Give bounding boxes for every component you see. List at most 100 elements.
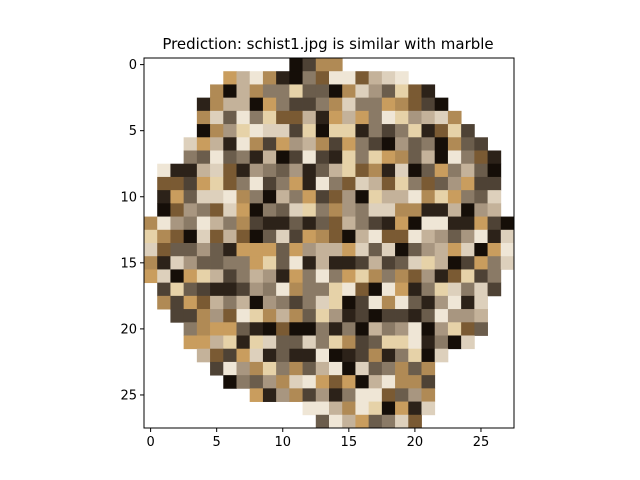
pixel-cell xyxy=(447,243,462,257)
pixel-cell xyxy=(329,309,343,323)
pixel-cell xyxy=(342,375,356,389)
pixel-cell xyxy=(249,84,264,99)
pixel-cell xyxy=(355,282,370,297)
pixel-cell xyxy=(421,124,436,138)
pixel-cell xyxy=(395,229,409,244)
pixel-cell xyxy=(474,137,488,151)
pixel-cell xyxy=(223,282,237,297)
pixel-cell xyxy=(236,176,251,191)
pixel-cell xyxy=(355,401,370,416)
pixel-cell xyxy=(395,375,409,389)
pixel-cell xyxy=(315,348,330,363)
pixel-cell xyxy=(276,163,290,178)
pixel-cell xyxy=(302,388,317,402)
pixel-cell xyxy=(381,137,396,151)
pixel-cell xyxy=(236,190,251,204)
pixel-cell xyxy=(329,176,343,191)
pixel-cell xyxy=(381,269,396,284)
pixel-cell xyxy=(381,216,396,231)
pixel-cell xyxy=(395,282,409,297)
pixel-cell xyxy=(368,256,383,270)
pixel-cell xyxy=(355,309,370,323)
pixel-cell xyxy=(368,243,383,257)
pixel-cell xyxy=(355,335,370,350)
pixel-cell xyxy=(461,137,475,151)
pixel-cell xyxy=(421,150,436,165)
pixel-cell xyxy=(487,256,502,270)
pixel-cell xyxy=(289,163,303,178)
pixel-cell xyxy=(408,124,422,138)
pixel-cell xyxy=(342,401,356,416)
pixel-cell xyxy=(157,163,171,178)
pixel-cell xyxy=(249,176,264,191)
pixel-cell xyxy=(368,137,383,151)
pixel-cell xyxy=(395,335,409,350)
pixel-cell xyxy=(302,361,317,376)
pixel-cell xyxy=(434,309,449,323)
pixel-cell xyxy=(342,269,356,284)
pixel-cell xyxy=(381,375,396,389)
pixel-cell xyxy=(302,295,317,310)
pixel-cell xyxy=(355,216,370,231)
pixel-cell xyxy=(236,229,251,244)
pixel-cell xyxy=(262,243,277,257)
pixel-cell xyxy=(289,295,303,310)
pixel-cell xyxy=(302,309,317,323)
pixel-cell xyxy=(196,110,211,125)
pixel-cell xyxy=(461,229,475,244)
pixel-cell xyxy=(368,203,383,217)
pixel-cell xyxy=(329,361,343,376)
pixel-cell xyxy=(144,229,158,244)
pixel-cell xyxy=(236,163,251,178)
pixel-cell xyxy=(170,203,185,217)
pixel-cell xyxy=(368,124,383,138)
pixel-cell xyxy=(421,163,436,178)
pixel-cell xyxy=(183,216,198,231)
pixel-cell xyxy=(157,269,171,284)
pixel-cell xyxy=(421,84,436,99)
pixel-cell xyxy=(249,190,264,204)
pixel-cell xyxy=(196,335,211,350)
pixel-cell xyxy=(315,243,330,257)
pixel-cell xyxy=(421,282,436,297)
pixel-cell xyxy=(368,71,383,85)
pixel-cell xyxy=(368,176,383,191)
pixel-cell xyxy=(223,84,237,99)
pixel-cell xyxy=(355,388,370,402)
pixel-cell xyxy=(355,348,370,363)
pixel-cell xyxy=(408,295,422,310)
pixel-cell xyxy=(223,256,237,270)
pixel-cell xyxy=(223,97,237,112)
pixel-cell xyxy=(276,71,290,85)
pixel-cell xyxy=(329,137,343,151)
pixel-cell xyxy=(395,348,409,363)
pixel-cell xyxy=(368,414,383,429)
pixel-cell xyxy=(381,414,396,429)
pixel-cell xyxy=(408,84,422,99)
pixel-cell xyxy=(289,388,303,402)
pixel-cell xyxy=(447,176,462,191)
pixel-cell xyxy=(421,269,436,284)
pixel-cell xyxy=(262,137,277,151)
pixel-cell xyxy=(262,216,277,231)
pixel-cell xyxy=(355,269,370,284)
pixel-cell xyxy=(196,243,211,257)
pixel-cell xyxy=(395,150,409,165)
pixel-cell xyxy=(276,137,290,151)
pixel-cell xyxy=(249,163,264,178)
pixel-cell xyxy=(315,110,330,125)
pixel-cell xyxy=(461,295,475,310)
pixel-cell xyxy=(315,309,330,323)
pixel-cell xyxy=(223,309,237,323)
pixel-cell xyxy=(210,309,224,323)
pixel-cell xyxy=(487,216,502,231)
pixel-cell xyxy=(408,375,422,389)
pixel-cell xyxy=(223,375,237,389)
pixel-cell xyxy=(196,176,211,191)
pixel-cell xyxy=(342,176,356,191)
pixel-cell xyxy=(421,216,436,231)
pixel-cell xyxy=(500,243,515,257)
pixel-cell xyxy=(249,375,264,389)
pixel-cell xyxy=(381,110,396,125)
pixel-cell xyxy=(381,84,396,99)
